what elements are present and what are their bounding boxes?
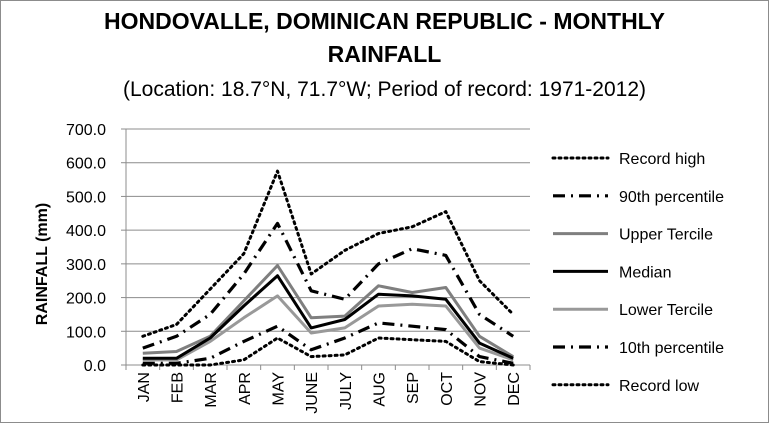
x-tick-label: OCT [439, 372, 456, 406]
series-line [141, 336, 515, 367]
legend-label: Median [619, 264, 671, 281]
series-line [142, 321, 514, 365]
legend-label: Record high [619, 151, 705, 168]
y-tick-label: 400.0 [66, 223, 106, 240]
legend-label: Lower Tercile [619, 302, 713, 319]
y-tick-label: 700.0 [66, 122, 106, 139]
series-line [142, 264, 514, 358]
legend-label: Upper Tercile [619, 227, 713, 244]
y-tick-label: 200.0 [66, 291, 106, 308]
y-tick-label: 500.0 [66, 189, 106, 206]
y-axis-label: RAINFALL (mm) [34, 203, 51, 325]
y-tick-label: 600.0 [66, 156, 106, 173]
legend-label: 10th percentile [619, 340, 724, 357]
x-tick-labels: JAN FEB MAR APR MAY JUNE JULY AUG SEP OCT NOV DEC [136, 372, 523, 414]
legend-label: 90th percentile [619, 189, 724, 206]
x-tick-label: APR [237, 372, 254, 405]
x-tick-label: JUNE [304, 372, 321, 414]
x-tick-label: SEP [405, 372, 422, 404]
x-tick-label: AUG [372, 372, 389, 407]
y-tick-labels: 700.0 600.0 500.0 400.0 300.0 200.0 100.0 0.0 [66, 122, 106, 375]
series-line [142, 294, 514, 362]
x-tick-label: MAY [271, 372, 288, 406]
series-line [142, 274, 514, 360]
y-tick-label: 0.0 [84, 358, 106, 375]
legend: Record high 90th percentile Upper Tercile M… [551, 151, 724, 395]
x-tick-label: JULY [338, 372, 355, 410]
y-tick-label: 100.0 [66, 324, 106, 341]
chart-subtitle: (Location: 18.7°N, 71.7°W; Period of rec… [122, 78, 647, 101]
series-line [141, 169, 515, 338]
x-tick-label: JAN [136, 372, 153, 402]
x-tick-label: MAR [203, 372, 220, 408]
series-lines [141, 169, 515, 367]
y-tick-label: 300.0 [66, 257, 106, 274]
legend-label: Record low [619, 378, 699, 395]
chart-title-line2: RAINFALL [327, 41, 442, 67]
x-tick-label: DEC [506, 372, 523, 406]
x-tick-label: FEB [170, 372, 187, 403]
chart-title-line1: HONDOVALLE, DOMINICAN REPUBLIC - MONTHLY [104, 8, 665, 34]
x-tick-label: NOV [473, 372, 490, 407]
